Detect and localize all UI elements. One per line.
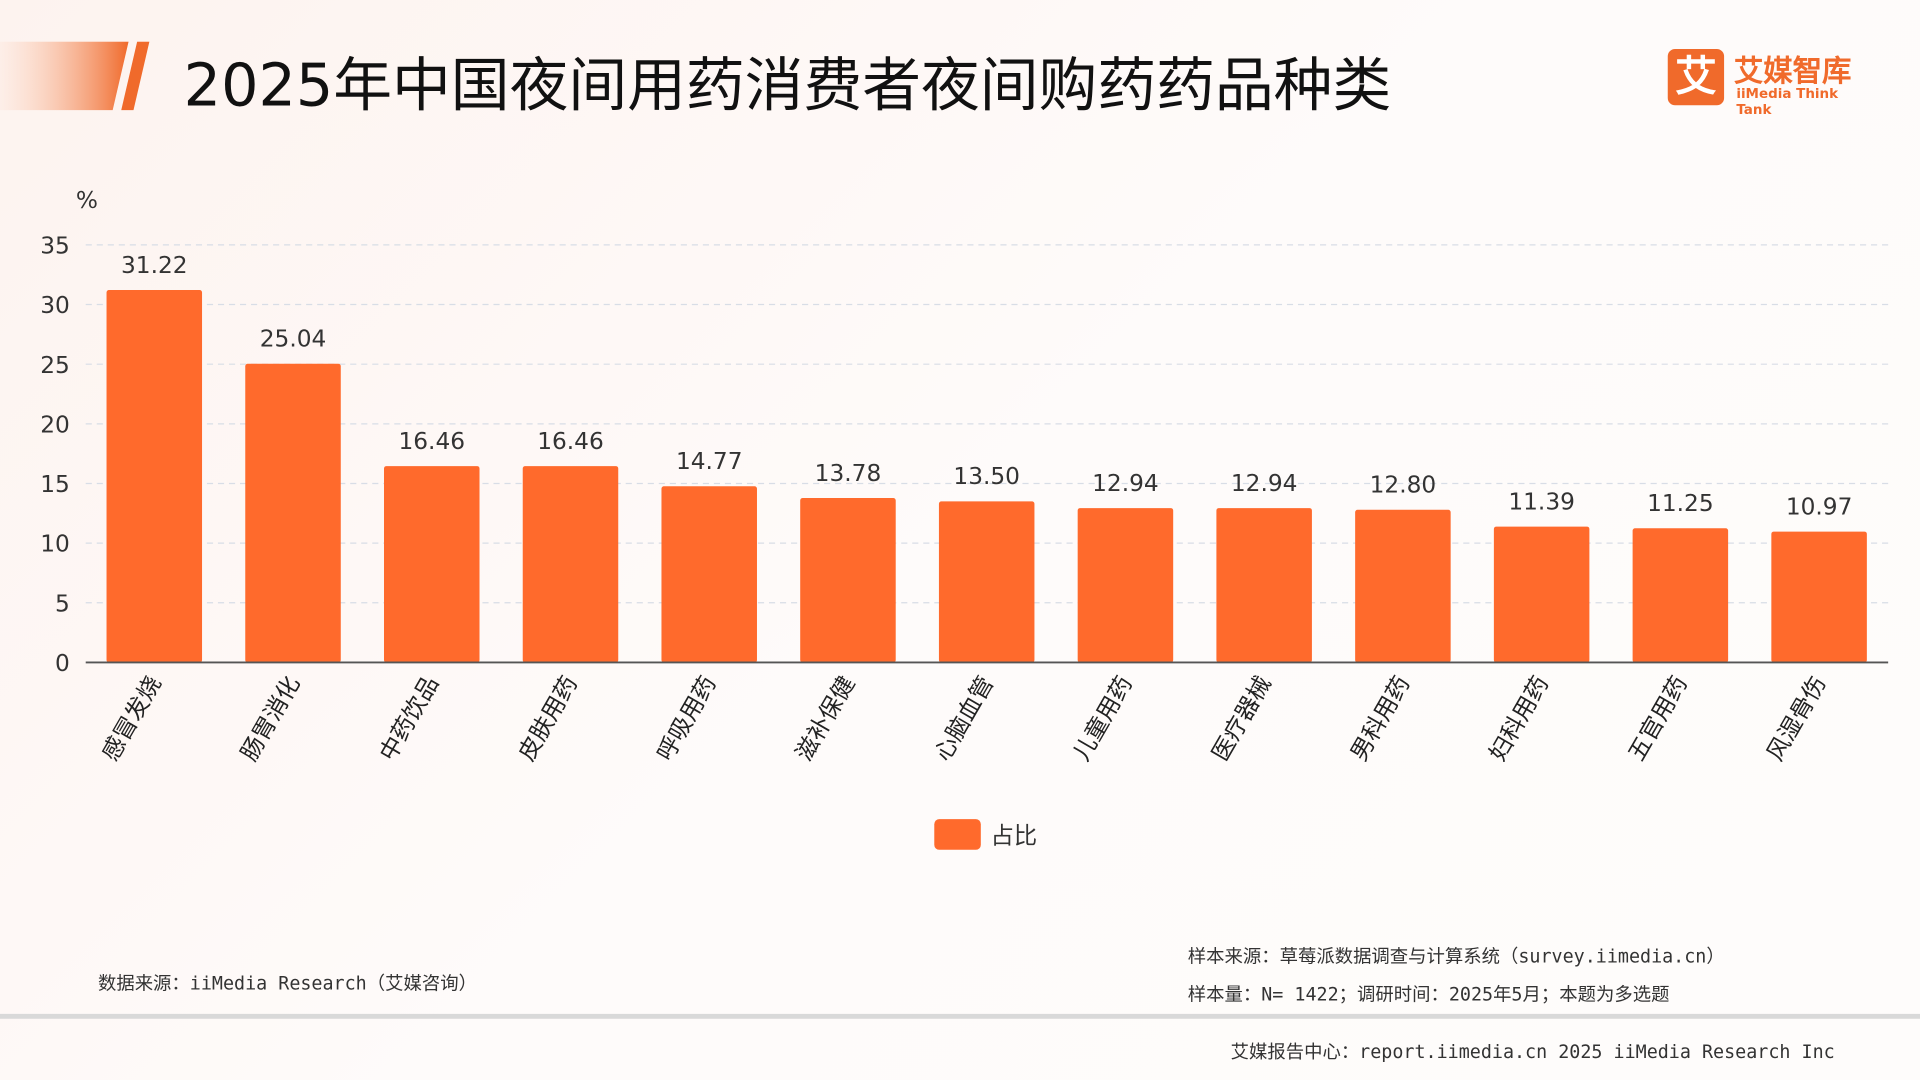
data-label: 12.94 <box>1092 470 1159 497</box>
bar <box>245 363 341 663</box>
bar <box>1493 526 1590 663</box>
legend-swatch <box>934 819 981 850</box>
data-label: 14.77 <box>676 448 743 475</box>
x-tick-label: 五官用药 <box>1623 672 1693 766</box>
x-tick-label: 心脑血管 <box>929 672 999 766</box>
data-label: 16.46 <box>398 428 465 455</box>
x-tick-label: 妇科用药 <box>1484 672 1554 766</box>
y-tick-label: 20 <box>40 411 70 438</box>
x-tick-label: 风湿骨伤 <box>1762 672 1832 766</box>
bar <box>1216 508 1312 663</box>
data-label: 16.46 <box>537 428 604 455</box>
bar <box>800 498 896 663</box>
title-decoration <box>0 41 150 111</box>
y-tick-label: 0 <box>55 650 70 677</box>
legend: 占比 <box>934 818 1037 851</box>
legend-label: 占比 <box>990 822 1038 850</box>
bar <box>106 289 203 663</box>
y-tick-label: 15 <box>40 471 70 498</box>
iimedia-logo: 艾 艾媒智库 iiMedia Think Tank <box>1667 47 1864 118</box>
x-tick-label: 医疗器械 <box>1207 672 1277 766</box>
y-tick-label: 10 <box>40 531 70 558</box>
x-tick-label: 儿童用药 <box>1068 672 1138 766</box>
data-label: 13.50 <box>953 463 1020 490</box>
bar <box>1355 509 1451 663</box>
y-tick-label: 35 <box>40 232 70 259</box>
y-tick-label: 5 <box>55 590 70 617</box>
data-label: 10.97 <box>1786 493 1853 520</box>
data-label: 13.78 <box>815 460 882 487</box>
y-tick-label: 30 <box>40 292 70 319</box>
y-axis-unit: % <box>76 187 98 214</box>
bar <box>938 501 1035 663</box>
x-tick-label: 肠胃消化 <box>236 672 306 766</box>
y-tick-label: 25 <box>40 352 70 379</box>
bar-chart: % 0 5 10 15 20 25 30 35 31.22 感冒发烧 25.04 肠胃消化 16.46 中药… <box>40 187 1889 766</box>
bar <box>384 466 480 663</box>
sample-size: 样本量：N= 1422；调研时间：2025年5月；本题为多选题 <box>1187 983 1670 1006</box>
data-label: 11.39 <box>1508 488 1575 515</box>
x-tick-label: 皮肤用药 <box>513 672 583 766</box>
data-label: 12.94 <box>1231 470 1298 497</box>
sample-source: 样本来源：草莓派数据调查与计算系统（survey.iimedia.cn） <box>1187 945 1725 968</box>
bar <box>661 486 757 663</box>
logo-name-en: iiMedia Think Tank <box>1736 85 1839 118</box>
report-center: 艾媒报告中心：report.iimedia.cn 2025 iiMedia Re… <box>1230 1040 1835 1063</box>
data-source: 数据来源：iiMedia Research（艾媒咨询） <box>97 972 477 995</box>
x-tick-label: 感冒发烧 <box>97 672 167 766</box>
data-label: 25.04 <box>260 326 327 353</box>
x-tick-label: 男科用药 <box>1346 672 1416 766</box>
x-tick-label: 滋补保健 <box>791 672 861 766</box>
bar <box>1771 531 1867 663</box>
data-label: 31.22 <box>121 252 188 279</box>
page-title: 2025年中国夜间用药消费者夜间购药药品种类 <box>183 51 1392 121</box>
footer-divider <box>0 1013 1920 1019</box>
data-label: 11.25 <box>1647 490 1714 517</box>
logo-mark: 艾 <box>1667 48 1725 106</box>
logo-name-cn: 艾媒智库 <box>1733 53 1852 89</box>
x-tick-label: 呼吸用药 <box>652 672 722 766</box>
bar <box>522 466 619 663</box>
bar <box>1077 508 1174 663</box>
x-tick-label: 中药饮品 <box>374 672 444 766</box>
bar <box>1632 528 1729 663</box>
data-label: 12.80 <box>1370 472 1437 499</box>
